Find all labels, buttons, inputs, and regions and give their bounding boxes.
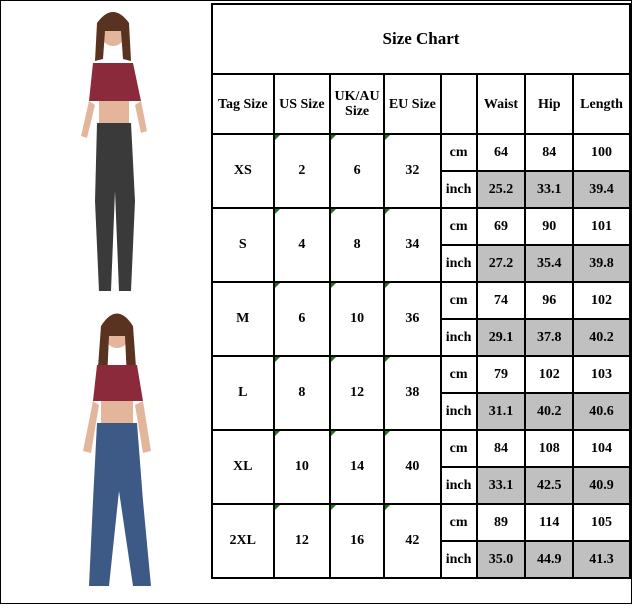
length-inch-cell: 39.8 [572,244,631,283]
waist-inch-cell: 27.2 [475,244,527,283]
waist-cm-cell: 64 [475,133,527,172]
waist-cm-cell: 74 [475,281,527,320]
unit-inch-label: inch [439,244,478,283]
table-row-cm: XS 2 6 32 cm 64 84 100 [211,133,631,209]
length-cm-cell: 101 [572,207,631,246]
header-us-size: US Size [272,73,332,135]
header-uk-au-size: UK/AU Size [329,73,386,135]
hip-inch-cell: 35.4 [524,244,575,283]
us-size-cell: 2 [272,133,332,209]
us-size-cell: 8 [272,355,332,431]
length-cm-cell: 105 [572,503,631,542]
tag-size-cell: L [211,355,275,431]
header-length: Length [572,73,631,135]
tag-size-cell: XS [211,133,275,209]
waist-cm-cell: 69 [475,207,527,246]
us-size-cell: 12 [272,503,332,579]
model-photos [81,12,151,586]
model-photo-blue-jeans [83,313,151,586]
header-waist: Waist [475,73,527,135]
model-photo-black-jeans [81,12,147,291]
unit-cm-label: cm [439,429,478,468]
length-cm-cell: 104 [572,429,631,468]
table-row-inch: inch 33.1 42.5 40.9 [212,466,631,505]
length-inch-cell: 40.6 [572,392,631,431]
header-unit [439,73,478,135]
unit-inch-label: inch [439,318,478,357]
tag-size-cell: XL [211,429,275,505]
length-cm-cell: 102 [572,281,631,320]
hip-cm-cell: 90 [524,207,575,246]
waist-inch-cell: 35.0 [475,540,527,579]
eu-size-cell: 34 [383,207,442,283]
header-hip: Hip [524,73,575,135]
waist-inch-cell: 31.1 [475,392,527,431]
hip-inch-cell: 40.2 [524,392,575,431]
hip-inch-cell: 42.5 [524,466,575,505]
us-size-cell: 4 [272,207,332,283]
unit-inch-label: inch [439,392,478,431]
table-row-inch: inch 25.2 33.1 39.4 [212,170,631,209]
unit-cm-label: cm [439,133,478,172]
unit-cm-label: cm [439,207,478,246]
length-inch-cell: 39.4 [572,170,631,209]
unit-inch-label: inch [439,540,478,579]
table-row-inch: inch 27.2 35.4 39.8 [212,244,631,283]
uk-au-size-cell: 6 [329,133,386,209]
unit-inch-label: inch [439,466,478,505]
uk-au-size-cell: 8 [329,207,386,283]
length-inch-cell: 40.2 [572,318,631,357]
eu-size-cell: 42 [383,503,442,579]
size-chart-table: Size Chart Tag Size US Size UK/AU Size E… [211,3,631,579]
header-eu-size: EU Size [383,73,442,135]
uk-au-size-cell: 12 [329,355,386,431]
eu-size-cell: 38 [383,355,442,431]
table-row-cm: 2XL 12 16 42 cm 89 114 105 [211,503,631,579]
hip-cm-cell: 114 [524,503,575,542]
waist-cm-cell: 79 [475,355,527,394]
chart-title: Size Chart [211,3,631,75]
waist-inch-cell: 33.1 [475,466,527,505]
hip-cm-cell: 102 [524,355,575,394]
hip-cm-cell: 108 [524,429,575,468]
length-cm-cell: 100 [572,133,631,172]
eu-size-cell: 32 [383,133,442,209]
unit-cm-label: cm [439,355,478,394]
uk-au-size-cell: 10 [329,281,386,357]
waist-cm-cell: 89 [475,503,527,542]
tag-size-cell: M [211,281,275,357]
us-size-cell: 10 [272,429,332,505]
length-inch-cell: 41.3 [572,540,631,579]
tag-size-cell: S [211,207,275,283]
uk-au-size-cell: 16 [329,503,386,579]
table-row-cm: XL 10 14 40 cm 84 108 104 [211,429,631,505]
eu-size-cell: 40 [383,429,442,505]
waist-inch-cell: 25.2 [475,170,527,209]
length-inch-cell: 40.9 [572,466,631,505]
us-size-cell: 6 [272,281,332,357]
tag-size-cell: 2XL [211,503,275,579]
table-row-inch: inch 29.1 37.8 40.2 [212,318,631,357]
unit-inch-label: inch [439,170,478,209]
uk-au-size-cell: 14 [329,429,386,505]
waist-cm-cell: 84 [475,429,527,468]
hip-inch-cell: 33.1 [524,170,575,209]
table-row-cm: L 8 12 38 cm 79 102 103 [211,355,631,431]
header-tag-size: Tag Size [211,73,275,135]
table-row-cm: M 6 10 36 cm 74 96 102 [211,281,631,357]
waist-inch-cell: 29.1 [475,318,527,357]
eu-size-cell: 36 [383,281,442,357]
hip-inch-cell: 44.9 [524,540,575,579]
hip-inch-cell: 37.8 [524,318,575,357]
table-row-inch: inch 35.0 44.9 41.3 [212,540,631,579]
unit-cm-label: cm [439,281,478,320]
hip-cm-cell: 96 [524,281,575,320]
table-row-inch: inch 31.1 40.2 40.6 [212,392,631,431]
length-cm-cell: 103 [572,355,631,394]
table-row-cm: S 4 8 34 cm 69 90 101 [211,207,631,283]
hip-cm-cell: 84 [524,133,575,172]
unit-cm-label: cm [439,503,478,542]
